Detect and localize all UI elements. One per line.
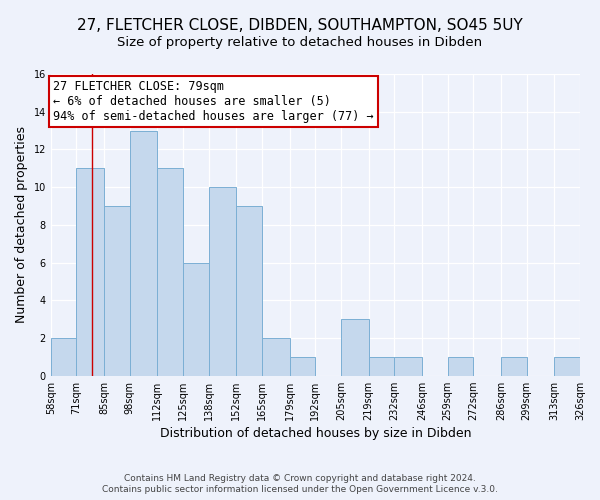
Bar xyxy=(554,357,580,376)
Bar xyxy=(369,357,394,376)
Text: Size of property relative to detached houses in Dibden: Size of property relative to detached ho… xyxy=(118,36,482,49)
Y-axis label: Number of detached properties: Number of detached properties xyxy=(15,126,28,324)
Bar xyxy=(290,357,316,376)
Bar xyxy=(262,338,290,376)
Bar xyxy=(501,357,527,376)
Bar xyxy=(104,206,130,376)
Bar xyxy=(130,130,157,376)
Bar xyxy=(580,357,600,376)
Bar xyxy=(236,206,262,376)
Bar xyxy=(209,187,236,376)
Bar xyxy=(157,168,183,376)
Bar xyxy=(394,357,422,376)
Bar xyxy=(448,357,473,376)
Bar xyxy=(341,319,369,376)
Bar xyxy=(51,338,76,376)
Bar xyxy=(76,168,104,376)
Text: 27 FLETCHER CLOSE: 79sqm
← 6% of detached houses are smaller (5)
94% of semi-det: 27 FLETCHER CLOSE: 79sqm ← 6% of detache… xyxy=(53,80,373,122)
Text: Contains HM Land Registry data © Crown copyright and database right 2024.
Contai: Contains HM Land Registry data © Crown c… xyxy=(102,474,498,494)
Text: 27, FLETCHER CLOSE, DIBDEN, SOUTHAMPTON, SO45 5UY: 27, FLETCHER CLOSE, DIBDEN, SOUTHAMPTON,… xyxy=(77,18,523,32)
X-axis label: Distribution of detached houses by size in Dibden: Distribution of detached houses by size … xyxy=(160,427,471,440)
Bar xyxy=(183,262,209,376)
